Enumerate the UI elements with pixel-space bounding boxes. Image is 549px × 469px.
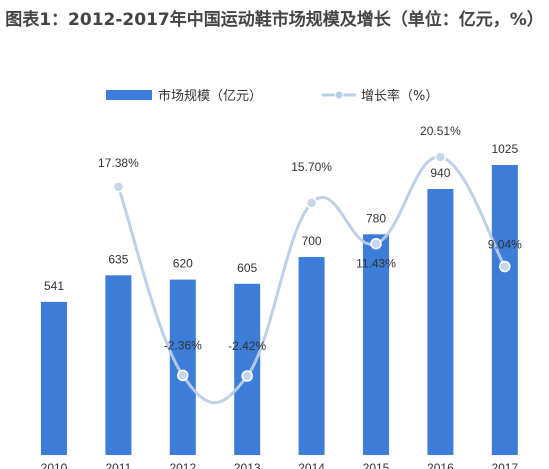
x-tick-2016: 2016: [427, 461, 454, 469]
growth-label-2016: 20.51%: [420, 124, 461, 138]
bar-label-2017: 1025: [491, 142, 518, 156]
growth-label-2017: 9.04%: [488, 238, 522, 252]
growth-point-2017: [499, 260, 511, 273]
legend-label-market-size: 市场规模（亿元）: [158, 88, 262, 104]
x-tick-2010: 2010: [41, 461, 68, 469]
growth-point-2012: [177, 369, 189, 382]
growth-label-2012: -2.36%: [164, 338, 202, 352]
legend-marker-growth-rate: [334, 90, 344, 100]
x-tick-2017: 2017: [491, 461, 518, 469]
bar-2015: [363, 234, 389, 455]
bar-label-2010: 541: [44, 279, 64, 293]
growth-label-2013: -2.42%: [228, 339, 266, 353]
x-tick-2011: 2011: [105, 461, 131, 469]
bar-2010: [41, 301, 67, 455]
growth-label-2015: 11.43%: [356, 257, 396, 271]
bar-label-2014: 700: [302, 234, 322, 248]
growth-point-2011: [112, 181, 125, 193]
line-series: 17.38% -2.36% -2.42% 15.70% 11.43% 20.51% 9.04…: [98, 124, 522, 405]
growth-point-2013: [241, 370, 253, 382]
legend-label-growth-rate: 增长率（%）: [361, 88, 438, 104]
growth-label-2011: 17.38%: [98, 156, 139, 170]
growth-point-2015: [370, 237, 382, 250]
bar-2016: [427, 189, 454, 455]
bar-series: 541 635 620 605 700 780 940 1025: [41, 142, 518, 455]
x-axis: 2010 2011 2012 2013 2014 2015 2016 2017: [41, 461, 519, 469]
x-tick-2015: 2015: [363, 461, 390, 469]
x-tick-2014: 2014: [298, 461, 325, 469]
growth-point-2014: [305, 197, 318, 209]
bar-2012: [169, 279, 196, 455]
bar-label-2016: 940: [430, 166, 450, 180]
bar-2014: [298, 257, 325, 455]
bar-2017: [491, 165, 518, 455]
bar-2011: [105, 275, 132, 455]
bar-label-2011: 635: [108, 252, 128, 266]
x-tick-2013: 2013: [234, 461, 261, 469]
growth-point-2016: [434, 151, 447, 163]
bar-label-2015: 780: [366, 211, 386, 225]
legend-swatch-market-size: [106, 90, 152, 100]
chart-title: 图表1：2012-2017年中国运动鞋市场规模及增长（单位：亿元，%）: [5, 10, 544, 30]
x-tick-2012: 2012: [169, 461, 196, 469]
growth-label-2014: 15.70%: [291, 160, 332, 174]
bar-label-2012: 620: [173, 257, 193, 271]
legend: 市场规模（亿元） 增长率（%）: [106, 88, 438, 104]
bar-label-2013: 605: [237, 261, 257, 275]
bar-2013: [234, 283, 261, 455]
